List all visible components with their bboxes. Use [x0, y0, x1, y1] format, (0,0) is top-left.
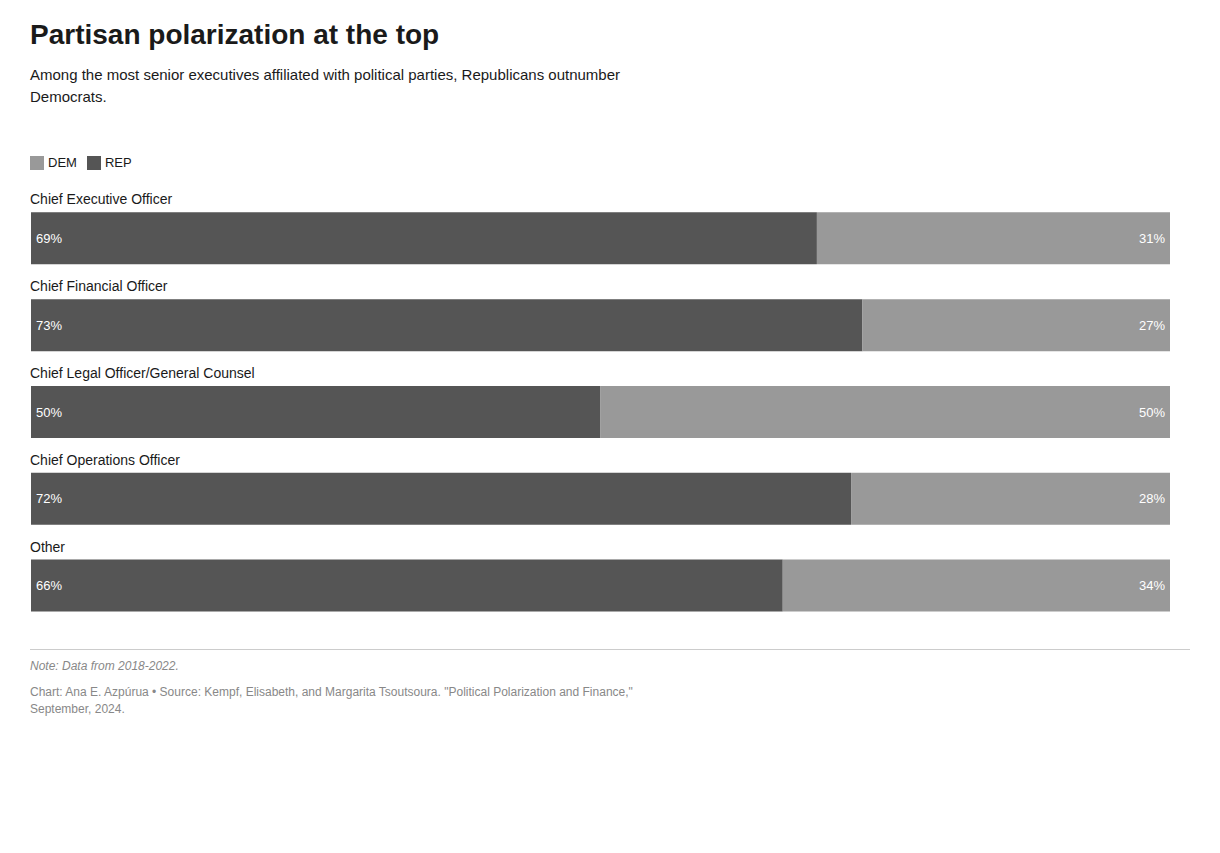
svg-text:Other: Other [30, 538, 65, 554]
html-text:REP: REP [104, 154, 132, 170]
svg-text:34%: 34% [1139, 578, 1165, 593]
svg-text:73%: 73% [36, 317, 62, 332]
svg-text:69%: 69% [36, 231, 62, 246]
svg-text:31%: 31% [1139, 231, 1165, 246]
svg-text:Chief Executive Officer: Chief Executive Officer [30, 191, 172, 207]
svg-text:66%: 66% [36, 578, 62, 593]
svg-text:27%: 27% [1139, 317, 1165, 332]
svg-text:Chief Operations Officer: Chief Operations Officer [30, 451, 180, 467]
html-text:DEM: DEM [48, 154, 77, 170]
svg-text:50%: 50% [36, 404, 62, 419]
svg-text:Chief Legal Officer/General Co: Chief Legal Officer/General Counsel [30, 365, 255, 381]
html-text:Note: Data from 2018-2022.: Note: Data from 2018-2022. [30, 658, 179, 673]
svg-text:Chief Financial Officer: Chief Financial Officer [30, 278, 168, 294]
html-text:Partisan polarization at the t: Partisan polarization at the top [30, 19, 440, 50]
html-text:Among the most senior executiv: Among the most senior executives affilia… [30, 65, 620, 106]
html-text:Chart: Ana E. Azpúrua • Source: Chart: Ana E. Azpúrua • Source: Kempf, E… [30, 685, 633, 717]
svg-text:72%: 72% [36, 491, 62, 506]
svg-text:28%: 28% [1139, 491, 1165, 506]
svg-text:50%: 50% [1139, 404, 1165, 419]
